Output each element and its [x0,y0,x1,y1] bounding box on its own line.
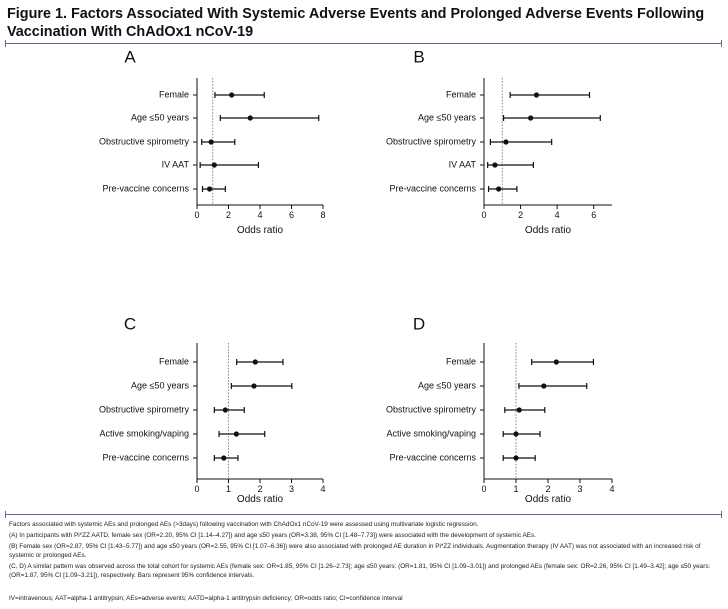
x-tick-label: 4 [320,484,325,494]
row-label: IV AAT [449,159,477,169]
point-estimate [553,359,559,365]
x-axis-label: Odds ratio [237,225,284,236]
row-label: Age ≤50 years [418,112,476,122]
caption-line: (A) In participants with Pi*ZZ AATD, fem… [9,532,536,540]
point-estimate [513,431,519,437]
point-estimate [247,115,253,121]
x-tick-label: 2 [545,484,550,494]
row-label: Obstructive spirometry [99,136,190,146]
row-label: Female [159,356,189,366]
panel-letter: D [413,314,425,333]
x-tick-label: 6 [289,210,294,220]
point-estimate [503,139,509,145]
point-estimate [533,92,540,98]
row-label: Age ≤50 years [418,380,476,390]
row-label: Age ≤50 years [131,112,189,122]
point-estimate [516,407,522,413]
panel-letter: A [124,47,136,66]
x-tick-label: 4 [555,210,560,220]
x-tick-label: 1 [226,484,231,494]
x-tick-label: 3 [577,484,582,494]
figure-title: Figure 1. Factors Associated With System… [7,6,705,40]
row-label: Female [446,356,476,366]
row-label: Obstructive spirometry [386,404,477,414]
row-label: Active smoking/vaping [99,428,189,438]
caption-line: Factors associated with systemic AEs and… [9,521,479,528]
point-estimate [252,359,258,365]
x-tick-label: 4 [257,210,262,220]
x-axis-label: Odds ratio [525,225,572,236]
figure-caption: Factors associated with systemic AEs and… [9,521,721,583]
row-label: IV AAT [162,159,190,169]
x-tick-label: 2 [226,210,231,220]
row-label: Pre-vaccine concerns [389,452,476,462]
point-estimate [233,431,239,437]
x-tick-label: 6 [591,210,596,220]
abbreviations: IV=intravenous; AAT=alpha-1 antitrypsin;… [9,595,403,602]
point-estimate [492,162,498,168]
point-estimate [208,139,214,145]
point-estimate [541,383,547,389]
x-tick-label: 0 [481,210,486,220]
x-axis-label: Odds ratio [525,494,572,505]
row-label: Age ≤50 years [131,380,189,390]
point-estimate [222,407,228,413]
point-estimate [221,455,227,461]
x-axis-label: Odds ratio [237,494,284,505]
panel-letter: C [124,314,136,333]
row-label: Obstructive spirometry [386,136,477,146]
x-tick-label: 3 [289,484,294,494]
x-tick-label: 4 [609,484,614,494]
row-label: Female [159,89,189,99]
point-estimate [211,162,217,168]
x-tick-label: 0 [481,484,486,494]
point-estimate [251,383,257,389]
x-tick-label: 2 [257,484,262,494]
x-tick-label: 2 [518,210,523,220]
point-estimate [496,186,502,192]
row-label: Obstructive spirometry [99,404,190,414]
point-estimate [229,92,235,98]
panel-letter: B [413,47,424,66]
caption-divider [5,511,722,518]
x-tick-label: 8 [320,210,325,220]
point-estimate [513,455,519,461]
x-tick-label: 0 [194,210,199,220]
row-label: Female [446,89,476,99]
point-estimate [528,115,534,121]
point-estimate [207,186,213,192]
caption-line: (C, D) A similar pattern was observed ac… [9,563,711,579]
row-label: Pre-vaccine concerns [102,452,189,462]
top-divider [5,40,722,47]
row-label: Active smoking/vaping [386,428,476,438]
row-label: Pre-vaccine concerns [389,183,476,193]
x-tick-label: 0 [194,484,199,494]
x-tick-label: 1 [513,484,518,494]
row-label: Pre-vaccine concerns [102,183,189,193]
caption-line: (B) Female sex (OR=2.87, 95% CI [1.43–5.… [9,543,701,559]
